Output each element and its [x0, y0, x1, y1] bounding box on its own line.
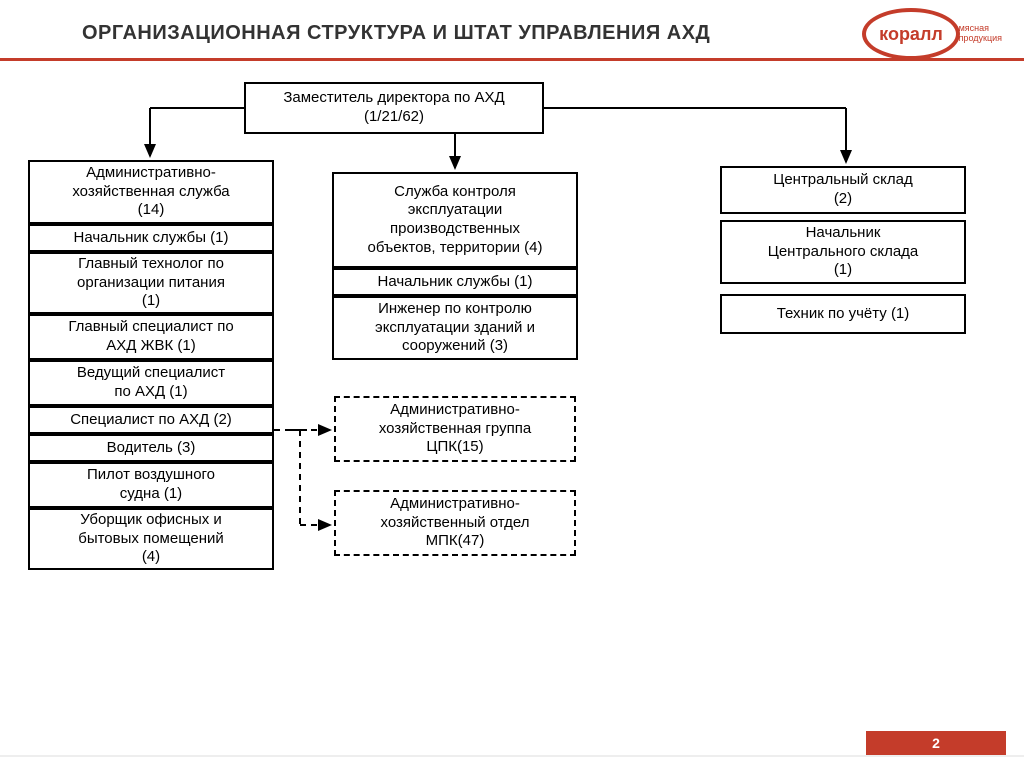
node-c3_1: НачальникЦентрального склада(1): [720, 220, 966, 284]
node-d1: Административно-хозяйственная группаЦПК(…: [334, 396, 576, 462]
node-d2: Административно-хозяйственный отделМПК(4…: [334, 490, 576, 556]
page-number: 2: [866, 731, 1006, 755]
node-c1_5: Специалист по АХД (2): [28, 406, 274, 434]
node-c3_2: Техник по учёту (1): [720, 294, 966, 334]
node-c2_1: Начальник службы (1): [332, 268, 578, 296]
node-c2_2: Инженер по контролюэксплуатации зданий и…: [332, 296, 578, 360]
logo-brand: коралл: [879, 24, 943, 45]
node-c1_6: Водитель (3): [28, 434, 274, 462]
brand-logo: коралл мясная продукция: [862, 6, 1002, 66]
node-c1_1: Начальник службы (1): [28, 224, 274, 252]
node-c1_8: Уборщик офисных ибытовых помещений(4): [28, 508, 274, 570]
node-root: Заместитель директора по АХД(1/21/62): [244, 82, 544, 134]
node-c1_7: Пилот воздушногосудна (1): [28, 462, 274, 508]
footer-divider: [0, 755, 1024, 757]
page-title: ОРГАНИЗАЦИОННАЯ СТРУКТУРА И ШТАТ УПРАВЛЕ…: [82, 22, 710, 45]
logo-sub: мясная продукция: [959, 24, 1002, 44]
node-c2_0: Служба контроляэксплуатациипроизводствен…: [332, 172, 578, 268]
logo-oval: коралл: [862, 8, 960, 60]
node-c1_2: Главный технолог поорганизации питания(1…: [28, 252, 274, 314]
node-c1_0: Административно-хозяйственная служба(14): [28, 160, 274, 224]
node-c1_4: Ведущий специалистпо АХД (1): [28, 360, 274, 406]
node-c1_3: Главный специалист поАХД ЖВК (1): [28, 314, 274, 360]
org-chart: Заместитель директора по АХД(1/21/62) Адм…: [0, 60, 1024, 740]
node-c3_0: Центральный склад(2): [720, 166, 966, 214]
